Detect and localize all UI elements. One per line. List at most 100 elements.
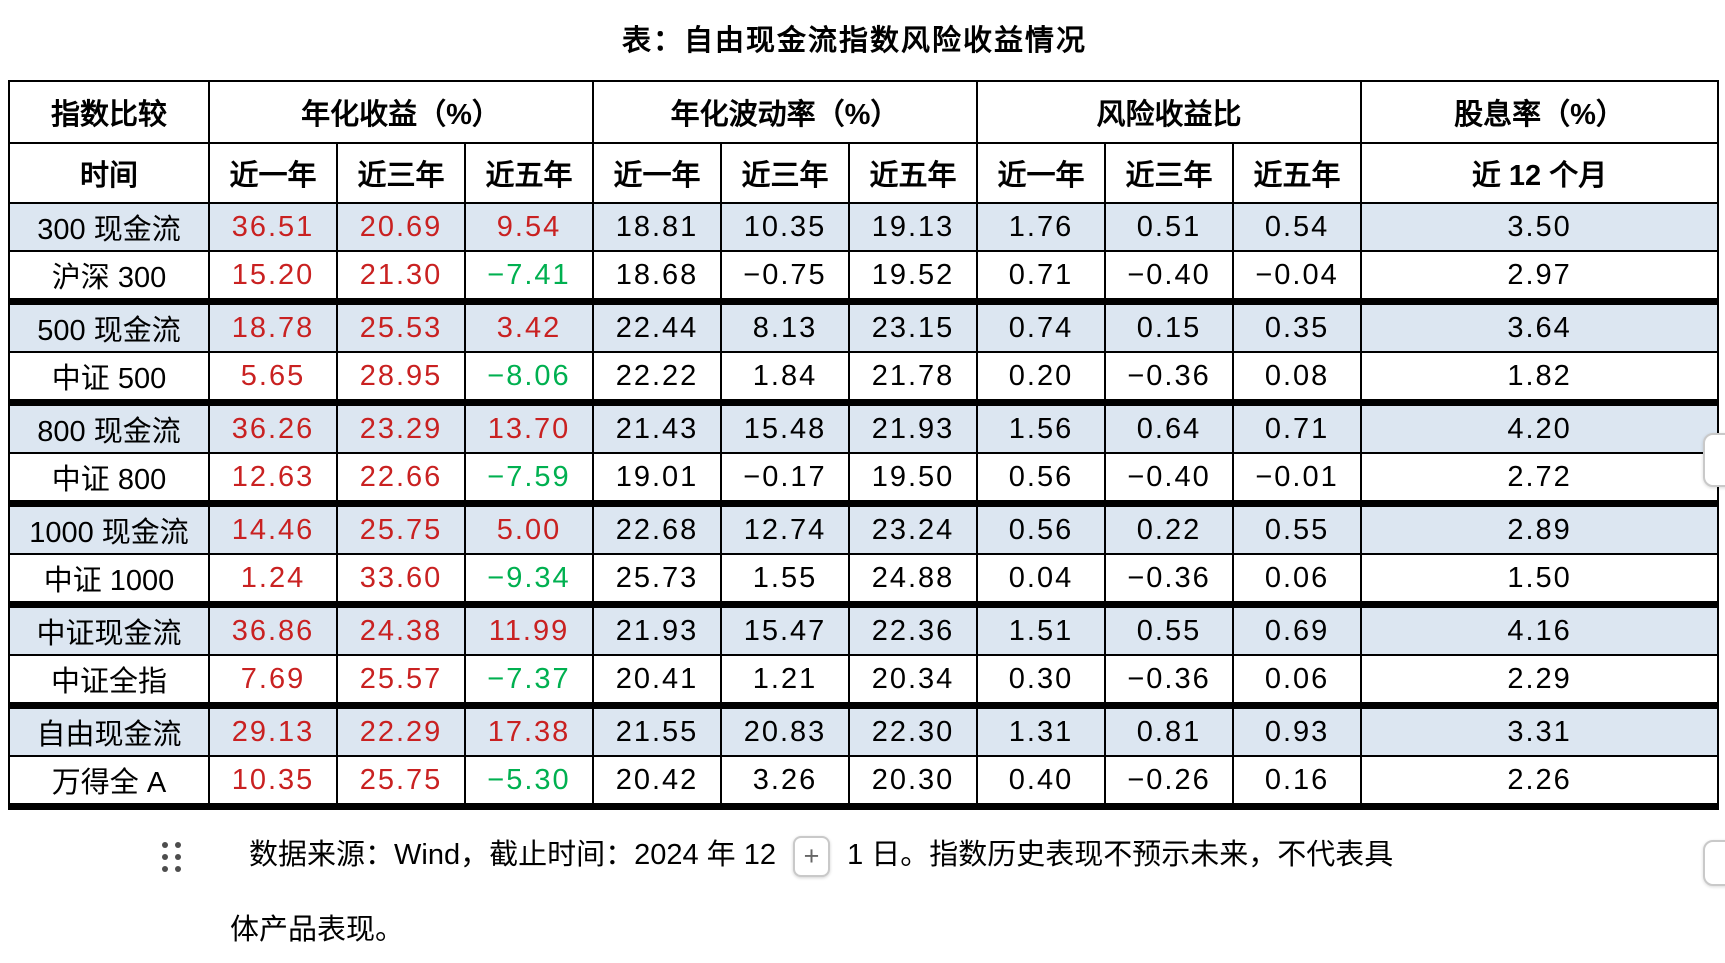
subheader-col-4: 近一年	[592, 142, 722, 204]
cell-value: 1.31	[976, 704, 1107, 757]
cell-value: 7.69	[208, 654, 338, 709]
cell-value: 20.34	[847, 654, 979, 709]
cell-value: −0.75	[720, 250, 850, 305]
row-label: 300 现金流	[8, 202, 210, 252]
table-row: 自由现金流 29.13 22.29 17.38 21.55 20.83 22.30 1.31 0…	[8, 704, 1720, 757]
cell-value: 24.88	[847, 553, 979, 608]
cell-value: 36.26	[208, 401, 338, 454]
cell-value: 12.63	[208, 452, 338, 507]
cell-value: 0.71	[1232, 401, 1363, 454]
subheader-col-1: 近一年	[208, 142, 338, 204]
cell-value: 29.13	[208, 704, 338, 757]
cell-value: 10.35	[208, 755, 338, 810]
cell-value: 19.50	[847, 452, 979, 507]
cell-value: −0.36	[1104, 553, 1235, 608]
subheader-col-2: 近三年	[336, 142, 466, 204]
cell-value: 33.60	[336, 553, 466, 608]
cell-value: 28.95	[336, 351, 466, 406]
cell-value: 25.53	[336, 300, 466, 353]
table-row: 中证现金流 36.86 24.38 11.99 21.93 15.47 22.36 1.51 0…	[8, 603, 1720, 656]
table-row: 500 现金流 18.78 25.53 3.42 22.44 8.13 23.15 0.74 0…	[8, 300, 1720, 353]
cell-value: 19.13	[847, 202, 979, 252]
cell-value: 2.29	[1360, 654, 1720, 709]
cell-value: 22.36	[847, 603, 979, 656]
row-label: 沪深 300	[8, 250, 210, 305]
cell-value: 0.30	[976, 654, 1107, 709]
table-body: 300 现金流 36.51 20.69 9.54 18.81 10.35 19.13 1.76…	[8, 202, 1720, 810]
page-title: 表：自由现金流指数风险收益情况	[621, 25, 1087, 57]
row-label: 中证全指	[8, 654, 210, 709]
subheader-col-0: 时间	[8, 142, 210, 204]
table-row: 1000 现金流 14.46 25.75 5.00 22.68 12.74 23.24 0.5…	[8, 502, 1720, 555]
cell-value: −7.37	[464, 654, 594, 709]
cell-value: 3.50	[1360, 202, 1720, 252]
subheader-col-7: 近一年	[976, 142, 1107, 204]
cell-value: 1.55	[720, 553, 850, 608]
table-row: 中证 1000 1.24 33.60 −9.34 25.73 1.55 24.88 0.04−…	[8, 553, 1720, 608]
cell-value: −0.36	[1104, 351, 1235, 406]
row-label: 中证 500	[8, 351, 210, 406]
cell-value: 0.22	[1104, 502, 1235, 555]
cell-value: 19.52	[847, 250, 979, 305]
insert-plus-button[interactable]: +	[793, 836, 831, 877]
cell-value: 23.24	[847, 502, 979, 555]
cell-value: 0.93	[1232, 704, 1363, 757]
cell-value: 4.20	[1360, 401, 1720, 454]
cell-value: 0.55	[1232, 502, 1363, 555]
cell-value: −9.34	[464, 553, 594, 608]
cell-value: −0.01	[1232, 452, 1363, 507]
table-row: 中证 500 5.65 28.95 −8.06 22.22 1.84 21.78 0.20 −0…	[8, 351, 1720, 406]
cell-value: 0.06	[1232, 654, 1363, 709]
cell-value: 0.08	[1232, 351, 1363, 406]
header-group-2: 年化波动率（%）	[591, 80, 979, 144]
cell-value: 10.35	[720, 202, 850, 252]
cell-value: 3.42	[464, 300, 594, 353]
cell-value: 0.16	[1232, 755, 1363, 810]
cell-value: −0.40	[1104, 250, 1235, 305]
cell-value: 20.41	[592, 654, 722, 709]
cell-value: 5.00	[464, 502, 594, 555]
cell-value: 24.38	[336, 603, 466, 656]
header-group-1: 年化收益（%）	[208, 80, 594, 144]
cell-value: 0.04	[976, 553, 1107, 608]
table-row: 800 现金流 36.26 23.29 13.70 21.43 15.48 21.93 1.5…	[8, 401, 1720, 454]
cell-value: 25.57	[336, 654, 466, 709]
cell-value: 12.74	[720, 502, 850, 555]
cell-value: 0.56	[976, 502, 1107, 555]
cell-value: 0.64	[1104, 401, 1235, 454]
cell-value: 22.66	[336, 452, 466, 507]
cell-value: 2.26	[1360, 755, 1720, 810]
cell-value: 20.42	[592, 755, 722, 810]
row-label: 万得全 A	[8, 755, 210, 810]
cell-value: 4.16	[1360, 603, 1720, 656]
cell-value: 20.69	[336, 202, 466, 252]
cell-value: 2.89	[1360, 502, 1720, 555]
row-label: 中证现金流	[8, 603, 210, 656]
cell-value: 0.55	[1104, 603, 1235, 656]
cell-value: 0.71	[976, 250, 1107, 305]
cell-value: −5.30	[464, 755, 594, 810]
cell-value: 0.81	[1104, 704, 1235, 757]
cell-value: 21.43	[592, 401, 722, 454]
row-label: 800 现金流	[8, 401, 210, 454]
edge-floating-button-partial[interactable]	[1703, 433, 1725, 487]
subheader-col-3: 近五年	[464, 142, 594, 204]
cell-value: 15.20	[208, 250, 338, 305]
subheader-col-10: 近 12 个月	[1360, 142, 1720, 204]
cell-value: 14.46	[208, 502, 338, 555]
header-sub-row: 时间 近一年 近三年 近五年 近一年 近三年 近五年 近一年 近三年 近五年近 12 个月	[8, 142, 1720, 204]
subheader-col-9: 近五年	[1232, 142, 1363, 204]
cell-value: 22.44	[592, 300, 722, 353]
row-label: 1000 现金流	[8, 502, 210, 555]
edge-floating-button-partial[interactable]	[1703, 840, 1725, 886]
cell-value: 36.86	[208, 603, 338, 656]
cell-value: 21.55	[592, 704, 722, 757]
cell-value: 25.73	[592, 553, 722, 608]
cell-value: 18.78	[208, 300, 338, 353]
drag-handle-icon[interactable]	[162, 841, 181, 872]
cell-value: 1.82	[1360, 351, 1720, 406]
cell-value: −0.40	[1104, 452, 1235, 507]
cell-value: 22.30	[847, 704, 979, 757]
row-label: 自由现金流	[8, 704, 210, 757]
footer-text-before: 数据来源：Wind，截止时间：2024 年 12	[249, 839, 776, 872]
